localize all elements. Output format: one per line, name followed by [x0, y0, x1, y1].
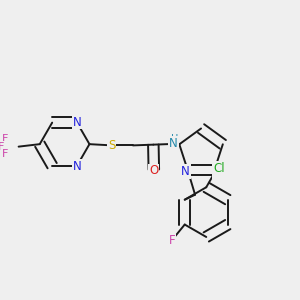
Text: N: N — [73, 116, 81, 128]
Text: F: F — [169, 234, 175, 247]
Text: N: N — [181, 165, 190, 178]
Text: F: F — [2, 149, 9, 159]
Text: O: O — [149, 164, 158, 178]
Text: S: S — [108, 139, 116, 152]
Text: N: N — [73, 160, 81, 173]
Text: F: F — [2, 134, 9, 144]
Text: Cl: Cl — [213, 162, 225, 175]
Text: F: F — [0, 142, 4, 152]
Text: N: N — [212, 165, 221, 178]
Text: H: H — [171, 134, 178, 144]
Text: N: N — [169, 137, 178, 150]
